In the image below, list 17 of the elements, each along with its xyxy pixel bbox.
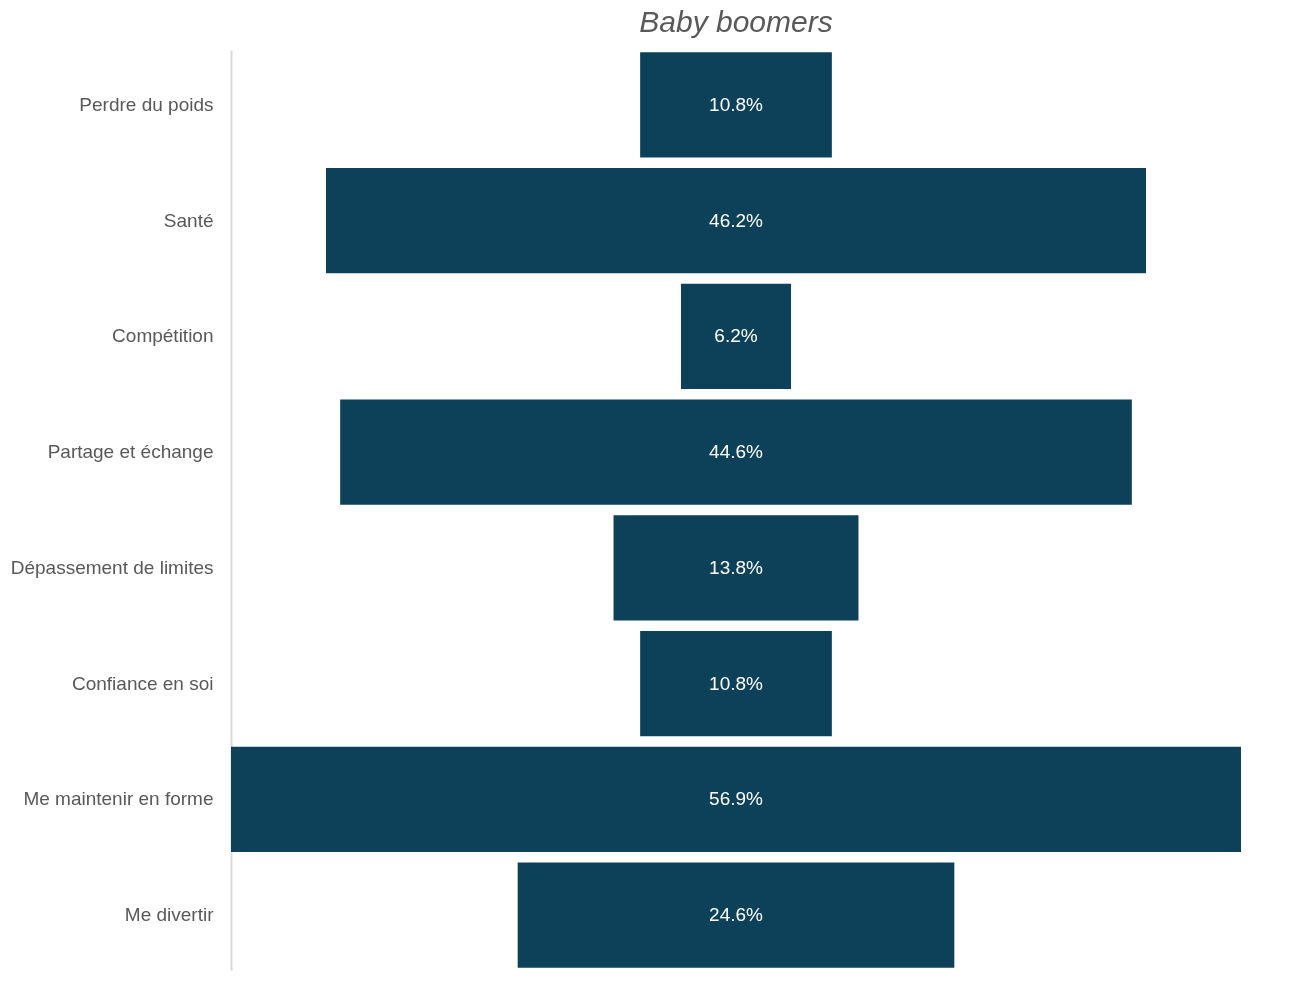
data-label: 10.8% <box>709 93 764 115</box>
category-label: Santé <box>163 209 214 231</box>
data-label: 13.8% <box>709 556 764 578</box>
data-label: 6.2% <box>714 325 758 347</box>
category-label: Partage et échange <box>47 441 214 463</box>
data-label: 10.8% <box>709 672 764 694</box>
category-label: Me divertir <box>124 904 215 926</box>
category-label: Perdre du poids <box>79 93 214 115</box>
data-label: 56.9% <box>709 788 764 810</box>
category-label: Compétition <box>112 325 214 347</box>
data-label: 24.6% <box>709 904 764 926</box>
text: Baby boomers <box>639 5 833 38</box>
data-label: 46.2% <box>709 209 764 231</box>
category-label: Me maintenir en forme <box>23 788 214 810</box>
data-label: 44.6% <box>709 441 764 463</box>
category-label: Confiance en soi <box>71 672 214 694</box>
category-label: Dépassement de limites <box>10 556 214 578</box>
